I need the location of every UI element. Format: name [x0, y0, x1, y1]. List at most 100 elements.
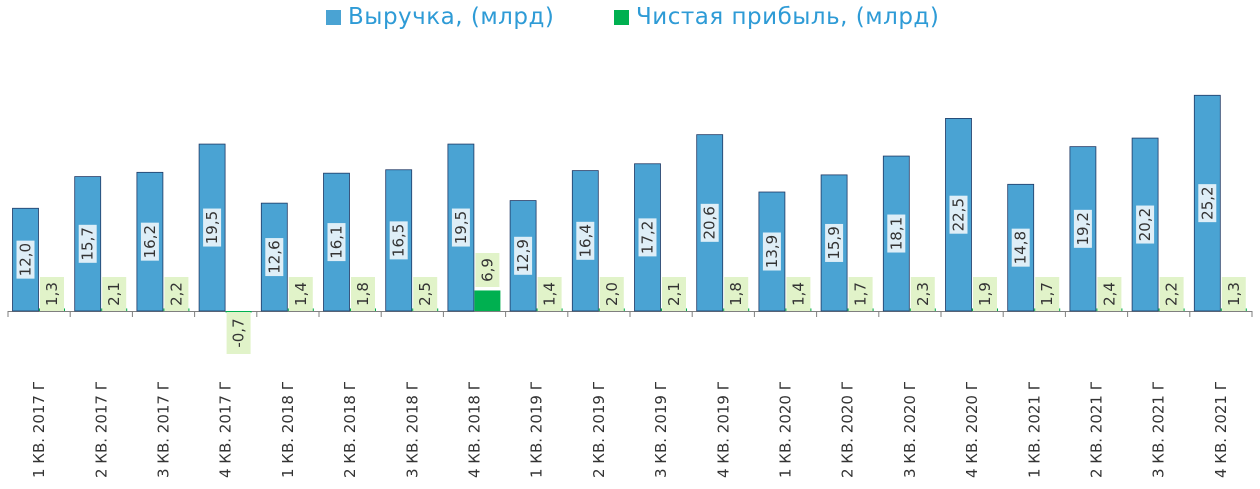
profit-data-label: 1,7	[1038, 282, 1056, 306]
revenue-data-label: 20,6	[701, 206, 719, 239]
x-tick-label: 4 КВ. 2019 Г	[714, 381, 732, 478]
revenue-data-label-bg	[451, 208, 470, 247]
revenue-data-label-bg	[1011, 228, 1030, 267]
revenue-data-label: 16,1	[328, 225, 346, 258]
x-tick-label: 4 КВ. 2021 Г	[1212, 381, 1230, 478]
revenue-data-label: 18,1	[887, 217, 905, 250]
profit-data-label-bg	[351, 277, 375, 311]
profit-data-label-bg	[102, 277, 127, 311]
profit-data-label-bg	[40, 277, 64, 311]
revenue-data-label: 14,8	[1012, 231, 1030, 264]
profit-data-label: 2,5	[416, 282, 434, 306]
revenue-data-label: 16,4	[576, 224, 594, 257]
profit-data-label: 2,2	[1163, 282, 1181, 306]
x-tick-label: 4 КВ. 2017 Г	[217, 381, 235, 478]
revenue-data-label: 25,2	[1198, 186, 1216, 219]
revenue-data-label: 19,5	[203, 211, 221, 244]
legend-item-revenue: Выручка, (млрд)	[326, 4, 554, 30]
x-tick-label: 3 КВ. 2020 Г	[901, 381, 919, 478]
profit-data-label: 2,1	[105, 282, 123, 306]
profit-data-label: 1,4	[292, 282, 310, 306]
profit-bar	[225, 311, 252, 313]
revenue-data-label-bg	[203, 208, 222, 247]
revenue-data-label-bg	[887, 214, 906, 253]
revenue-data-label: 19,2	[1074, 212, 1092, 245]
x-tick-label: 1 КВ. 2018 Г	[279, 381, 297, 478]
revenue-data-label-bg	[389, 221, 408, 260]
x-tick-label: 2 КВ. 2020 Г	[839, 381, 857, 478]
profit-data-label-bg	[1221, 277, 1246, 311]
profit-data-label-bg	[288, 277, 313, 311]
profit-data-label: 1,3	[43, 282, 61, 306]
profit-data-label-bg	[599, 277, 624, 311]
revenue-data-label: 12,9	[514, 239, 532, 272]
revenue-data-label: 15,9	[825, 226, 843, 259]
x-tick-label: 4 КВ. 2020 Г	[963, 381, 981, 478]
revenue-data-label-bg	[1073, 209, 1092, 248]
revenue-data-label-bg	[140, 222, 159, 261]
revenue-data-label: 13,9	[763, 235, 781, 268]
revenue-data-label-bg	[825, 223, 844, 262]
revenue-data-label-bg	[16, 240, 35, 279]
profit-data-label-bg	[910, 277, 935, 311]
x-tick-label: 1 КВ. 2017 Г	[30, 381, 48, 478]
profit-data-label: 1,8	[354, 282, 372, 306]
revenue-data-label-bg	[514, 236, 533, 275]
profit-data-label-bg	[1097, 277, 1122, 311]
profit-data-label-bg	[413, 277, 438, 311]
profit-data-label: 1,8	[727, 282, 745, 306]
revenue-data-label-bg	[1198, 184, 1217, 223]
profit-data-label: 1,3	[1225, 282, 1243, 306]
x-tick-label: 2 КВ. 2018 Г	[341, 381, 359, 478]
legend-item-profit: Чистая прибыль, (млрд)	[614, 4, 939, 30]
revenue-data-label-bg	[78, 224, 97, 263]
profit-data-label: 6,9	[478, 258, 496, 282]
x-tick-label: 2 КВ. 2019 Г	[590, 381, 608, 478]
x-tick-label: 3 КВ. 2018 Г	[403, 381, 421, 478]
revenue-data-label: 16,5	[390, 224, 408, 257]
legend-label-profit: Чистая прибыль, (млрд)	[636, 4, 940, 30]
x-tick-label: 2 КВ. 2017 Г	[92, 381, 110, 478]
profit-data-label: 2,3	[914, 282, 932, 306]
profit-data-label: 1,7	[852, 282, 870, 306]
x-tick-label: 3 КВ. 2021 Г	[1150, 381, 1168, 478]
profit-data-label-bg	[475, 253, 500, 287]
profit-data-label: 1,4	[541, 282, 559, 306]
profit-data-label: 2,4	[1100, 282, 1118, 306]
revenue-data-label: 22,5	[950, 198, 968, 231]
revenue-data-label: 15,7	[79, 227, 97, 260]
profit-data-label-bg	[537, 277, 562, 311]
legend: Выручка, (млрд) Чистая прибыль, (млрд)	[0, 4, 1260, 38]
profit-data-label-bg	[164, 277, 189, 311]
revenue-data-label: 19,5	[452, 211, 470, 244]
legend-label-revenue: Выручка, (млрд)	[348, 4, 555, 30]
profit-data-label-bg	[662, 277, 686, 311]
profit-data-label: 1,4	[789, 282, 807, 306]
profit-data-label-bg	[848, 277, 873, 311]
revenue-data-label: 16,2	[141, 225, 159, 258]
x-tick-label: 3 КВ. 2019 Г	[652, 381, 670, 478]
x-tick-label: 1 КВ. 2019 Г	[528, 381, 546, 478]
profit-data-label-bg	[973, 277, 997, 311]
profit-data-label: -0,7	[230, 318, 248, 347]
profit-data-label: 2,1	[665, 282, 683, 306]
x-tick-label: 1 КВ. 2021 Г	[1025, 381, 1043, 478]
profit-bar	[474, 290, 501, 311]
x-tick-label: 2 КВ. 2021 Г	[1088, 381, 1106, 478]
revenue-data-label-bg	[265, 238, 284, 277]
revenue-data-label-bg	[949, 195, 968, 234]
legend-swatch-profit	[614, 9, 629, 25]
profit-data-label-bg	[724, 277, 749, 311]
revenue-data-label-bg	[1136, 205, 1155, 244]
profit-data-label: 1,9	[976, 282, 994, 306]
profit-data-label-bg	[1035, 277, 1060, 311]
revenue-data-label: 17,2	[639, 221, 657, 254]
legend-swatch-revenue	[326, 9, 341, 25]
revenue-data-label-bg	[700, 203, 719, 242]
revenue-data-label-bg	[327, 223, 346, 262]
x-tick-label: 4 КВ. 2018 Г	[466, 381, 484, 478]
profit-data-label: 2,2	[167, 282, 185, 306]
profit-data-label-bg	[226, 312, 251, 354]
